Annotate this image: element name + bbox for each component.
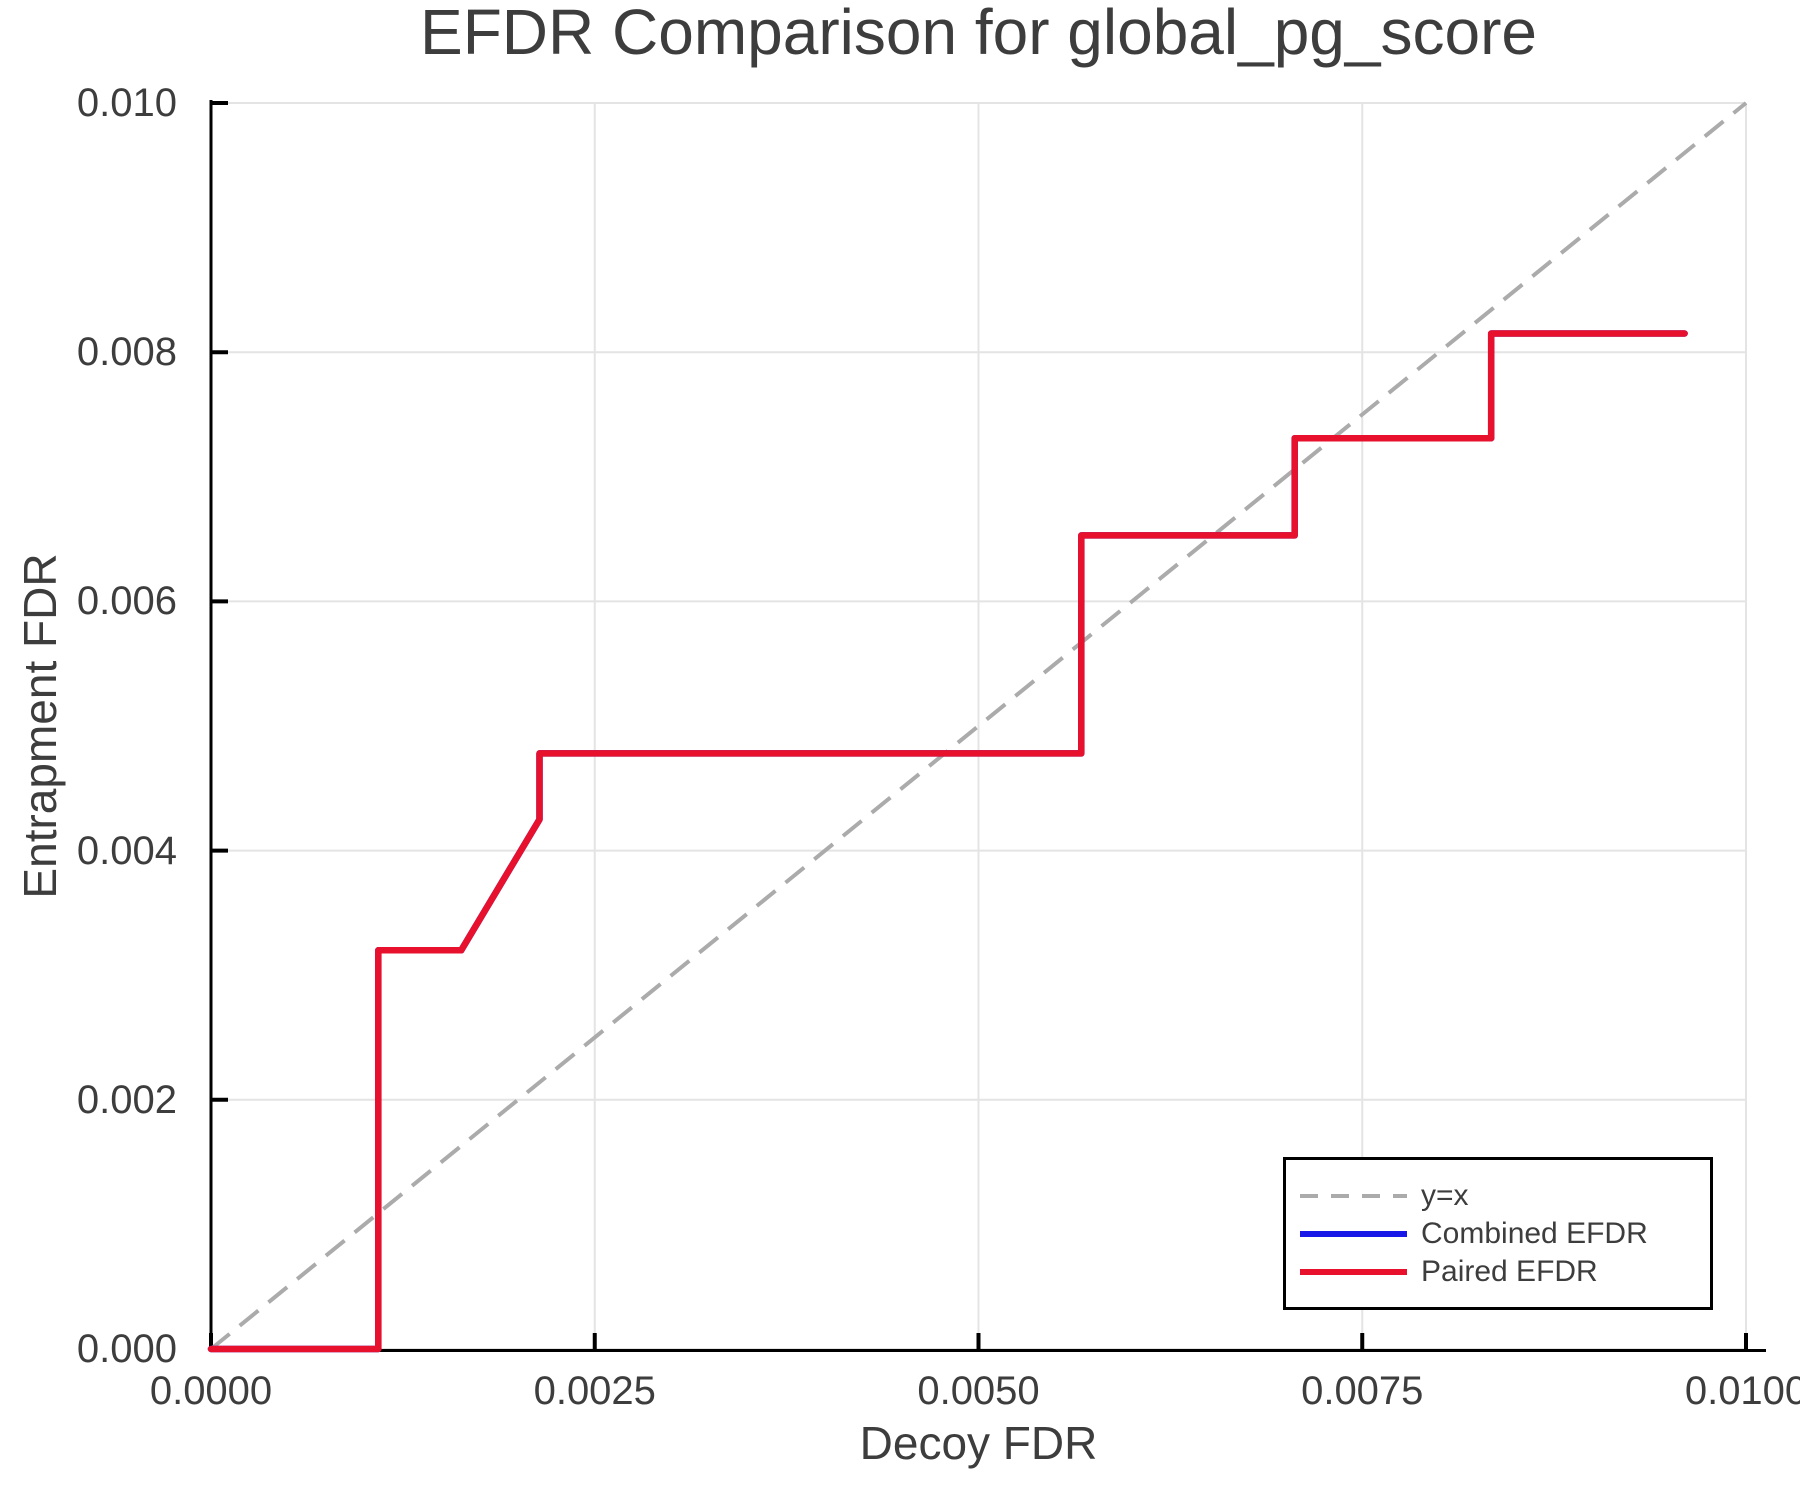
legend-label-paired-efdr: Paired EFDR — [1421, 1254, 1598, 1288]
y-tick-label: 0.004 — [76, 828, 177, 873]
x-tick-label: 0.0100 — [1684, 1369, 1800, 1413]
legend-item-paired-efdr: Paired EFDR — [1300, 1253, 1710, 1291]
legend-label-identity: y=x — [1421, 1178, 1469, 1212]
y-tick-label: 0.002 — [76, 1077, 177, 1122]
legend-line-combined — [1300, 1230, 1407, 1237]
x-tick-label: 0.0050 — [917, 1369, 1040, 1413]
y-tick-label: 0.008 — [76, 330, 177, 375]
identity-line — [209, 101, 1748, 1351]
legend-item-combined-efdr: Combined EFDR — [1300, 1215, 1710, 1253]
y-tick-label: 0.000 — [76, 1327, 177, 1371]
x-tick-label: 0.0075 — [1301, 1369, 1424, 1413]
legend-line-paired — [1300, 1268, 1407, 1275]
legend-item-identity: y=x — [1300, 1177, 1710, 1215]
legend: y=x Combined EFDR Paired EFDR — [1283, 1157, 1713, 1310]
x-axis-label: Decoy FDR — [859, 1417, 1098, 1469]
x-tick-label: 0.0025 — [533, 1369, 656, 1413]
legend-label-combined-efdr: Combined EFDR — [1421, 1216, 1648, 1250]
chart-title: EFDR Comparison for global_pg_score — [420, 0, 1537, 68]
y-tick-label: 0.010 — [76, 81, 177, 125]
legend-line-identity — [1300, 1193, 1407, 1198]
y-tick-label: 0.006 — [76, 579, 177, 624]
paired-efdr-line — [207, 330, 1688, 1353]
x-tick-label: 0.0000 — [149, 1369, 273, 1413]
